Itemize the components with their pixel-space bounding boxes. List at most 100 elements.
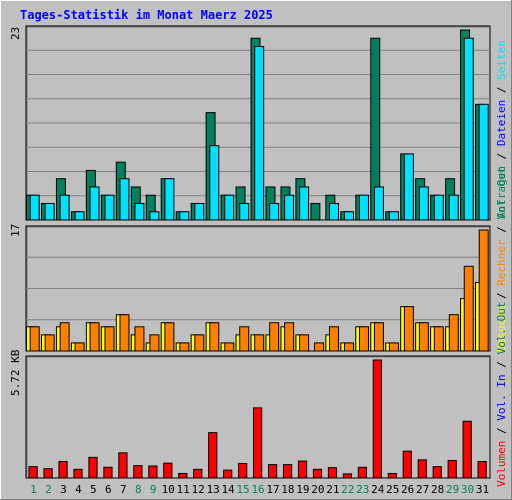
bar-dateien-13 xyxy=(209,145,220,221)
legend-segment: Vol. Out xyxy=(495,302,508,355)
bar-volumen-9 xyxy=(148,465,158,479)
bar-volumen-5 xyxy=(88,456,98,479)
bar-dateien-12 xyxy=(194,202,205,221)
bar-dateien-27 xyxy=(418,186,429,221)
x-tick-label: 24 xyxy=(371,483,385,496)
bar-volumen-7 xyxy=(118,452,128,479)
bar-dateien-16 xyxy=(254,46,265,221)
bar-dateien-30 xyxy=(463,37,474,221)
x-tick-label: 31 xyxy=(476,483,489,496)
bar-dateien-9 xyxy=(149,211,160,221)
bar-rechner-24 xyxy=(373,322,384,352)
bar-dateien-29 xyxy=(448,194,459,221)
bar-rechner-31 xyxy=(478,229,489,352)
legend-segment: / xyxy=(495,355,508,375)
x-tick-label: 7 xyxy=(120,483,127,496)
bar-volumen-4 xyxy=(73,468,83,479)
bar-rechner-12 xyxy=(194,334,205,352)
bar-volumen-17 xyxy=(267,464,278,479)
x-tick-label: 21 xyxy=(326,483,339,496)
bar-rechner-28 xyxy=(433,326,444,352)
bar-dateien-17 xyxy=(269,202,280,221)
bar-volumen-14 xyxy=(223,469,233,479)
bar-volumen-31 xyxy=(477,460,487,479)
bar-volumen-28 xyxy=(432,466,442,479)
legend-segment: / xyxy=(495,80,508,100)
bar-volumen-24 xyxy=(372,359,382,479)
bar-rechner-23 xyxy=(358,326,369,352)
bar-dateien-4 xyxy=(74,211,85,221)
legend-segment: Seiten xyxy=(495,40,508,80)
bar-rechner-29 xyxy=(448,314,459,352)
bar-volumen-2 xyxy=(43,468,53,479)
bar-dateien-1 xyxy=(29,194,40,221)
bar-rechner-17 xyxy=(269,322,280,352)
bar-dateien-28 xyxy=(433,194,444,221)
kbytes-ymax-label: 5.72 KB xyxy=(9,349,22,396)
bar-dateien-23 xyxy=(358,194,369,221)
bar-rechner-2 xyxy=(44,334,55,352)
bar-rechner-3 xyxy=(59,322,70,352)
x-axis-labels: 1 2 3 4 5 6 7 8 9 10 11 12 13 14 15 16 17 18 19 20 21 22 23 24 2… xyxy=(30,483,489,496)
bar-dateien-31 xyxy=(478,103,489,221)
x-tick-label: 6 xyxy=(105,483,112,496)
bar-rechner-10 xyxy=(164,322,175,352)
bar-dateien-25 xyxy=(388,211,399,221)
bar-rechner-4 xyxy=(74,342,85,352)
bar-volumen-27 xyxy=(417,459,427,479)
bar-volumen-25 xyxy=(387,472,397,479)
legend-segment: Besuche xyxy=(495,306,508,352)
legend-segment: Volumen xyxy=(495,441,508,487)
x-tick-label: 22 xyxy=(341,483,354,496)
bar-rechner-19 xyxy=(299,334,310,352)
bar-volumen-21 xyxy=(327,467,338,479)
bar-dateien-5 xyxy=(89,186,100,221)
bar-volumen-6 xyxy=(103,466,113,479)
hits-ymax-label: 23 xyxy=(9,27,22,40)
x-tick-label: 17 xyxy=(266,483,279,496)
bar-dateien-19 xyxy=(299,186,310,221)
bar-rechner-16 xyxy=(254,334,265,352)
legend-segment: / xyxy=(495,146,508,166)
bar-rechner-15 xyxy=(239,326,250,352)
bar-dateien-26 xyxy=(403,153,414,221)
bar-volumen-22 xyxy=(342,473,353,479)
visits-sites-panel xyxy=(25,225,491,352)
bar-dateien-22 xyxy=(344,211,354,221)
bar-rechner-11 xyxy=(179,342,190,352)
legend-segment: Dateien xyxy=(495,100,508,146)
x-tick-label: 19 xyxy=(296,483,309,496)
bar-volumen-3 xyxy=(58,460,68,479)
bar-rechner-14 xyxy=(224,342,235,352)
bar-rechner-21 xyxy=(329,326,340,352)
bar-dateien-3 xyxy=(59,194,70,221)
hits-files-panel xyxy=(25,25,491,221)
bar-volumen-10 xyxy=(163,462,173,479)
x-tick-label: 15 xyxy=(236,483,249,496)
bar-rechner-5 xyxy=(89,322,100,352)
x-tick-label: 26 xyxy=(401,483,414,496)
bar-dateien-14 xyxy=(224,194,235,221)
bar-volumen-19 xyxy=(297,460,308,479)
bar-rechner-26 xyxy=(403,306,414,352)
bar-dateien-7 xyxy=(119,178,130,221)
bar-rechner-9 xyxy=(149,334,160,352)
bar-rechner-6 xyxy=(104,326,115,352)
bar-dateien-8 xyxy=(134,202,145,221)
x-tick-label: 5 xyxy=(90,483,97,496)
bar-rechner-8 xyxy=(134,326,145,352)
bar-dateien-11 xyxy=(179,211,190,221)
legend-segment: Rechner xyxy=(495,239,508,286)
bar-volumen-11 xyxy=(178,472,188,479)
x-tick-label: 30 xyxy=(461,483,474,496)
bar-rechner-7 xyxy=(119,314,130,352)
bar-volumen-12 xyxy=(193,468,203,479)
bar-rechner-27 xyxy=(418,322,429,352)
x-tick-label: 10 xyxy=(162,483,175,496)
bar-dateien-21 xyxy=(329,202,340,221)
x-tick-label: 23 xyxy=(356,483,369,496)
bar-dateien-2 xyxy=(44,202,55,221)
bar-anfragen-20 xyxy=(310,202,321,221)
bar-dateien-6 xyxy=(104,194,115,221)
